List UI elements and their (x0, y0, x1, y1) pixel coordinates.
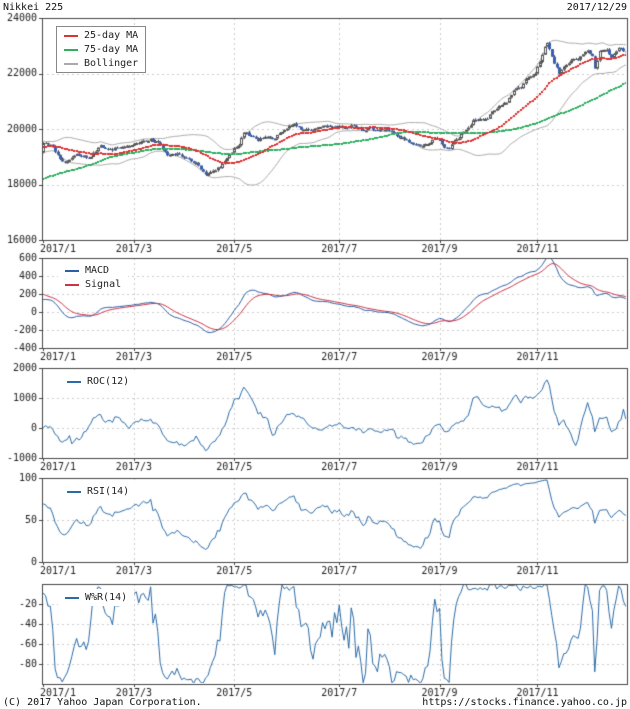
bollinger-label: Bollinger (84, 58, 139, 69)
rsi-legend: RSI(14) (60, 483, 137, 500)
roc-legend: ROC(12) (60, 373, 137, 390)
ma25-line-icon (64, 34, 78, 37)
source-url: https://stocks.finance.yahoo.co.jp (422, 697, 627, 708)
ma75-label: 75-day MA (84, 44, 139, 55)
quote-date: 2017/12/29 (566, 2, 627, 13)
page-title: Nikkei 225 (3, 2, 64, 13)
macd-legend: MACD Signal (58, 262, 129, 293)
legend-row-rsi: RSI(14) (67, 486, 129, 497)
bollinger-line-icon (64, 62, 78, 65)
rsi-label: RSI(14) (87, 486, 130, 497)
roc-line-icon (67, 380, 81, 383)
signal-label: Signal (85, 279, 122, 290)
legend-row-roc: ROC(12) (67, 376, 129, 387)
signal-line-icon (65, 283, 79, 286)
legend-row-signal: Signal (65, 279, 121, 290)
wpr-legend: W%R(14) (58, 589, 135, 606)
legend-row-macd: MACD (65, 265, 121, 276)
wpr-line-icon (65, 596, 79, 599)
copyright-text: (C) 2017 Yahoo Japan Corporation. (3, 697, 202, 708)
price-legend: 25-day MA 75-day MA Bollinger (56, 26, 147, 73)
roc-label: ROC(12) (87, 376, 130, 387)
macd-label: MACD (85, 265, 110, 276)
legend-row-wpr: W%R(14) (65, 592, 127, 603)
legend-row-ma75: 75-day MA (64, 44, 138, 55)
ma75-line-icon (64, 48, 78, 51)
ma25-label: 25-day MA (84, 30, 139, 41)
legend-row-ma25: 25-day MA (64, 30, 138, 41)
macd-line-icon (65, 269, 79, 272)
legend-row-bollinger: Bollinger (64, 58, 138, 69)
rsi-line-icon (67, 490, 81, 493)
wpr-label: W%R(14) (85, 592, 128, 603)
